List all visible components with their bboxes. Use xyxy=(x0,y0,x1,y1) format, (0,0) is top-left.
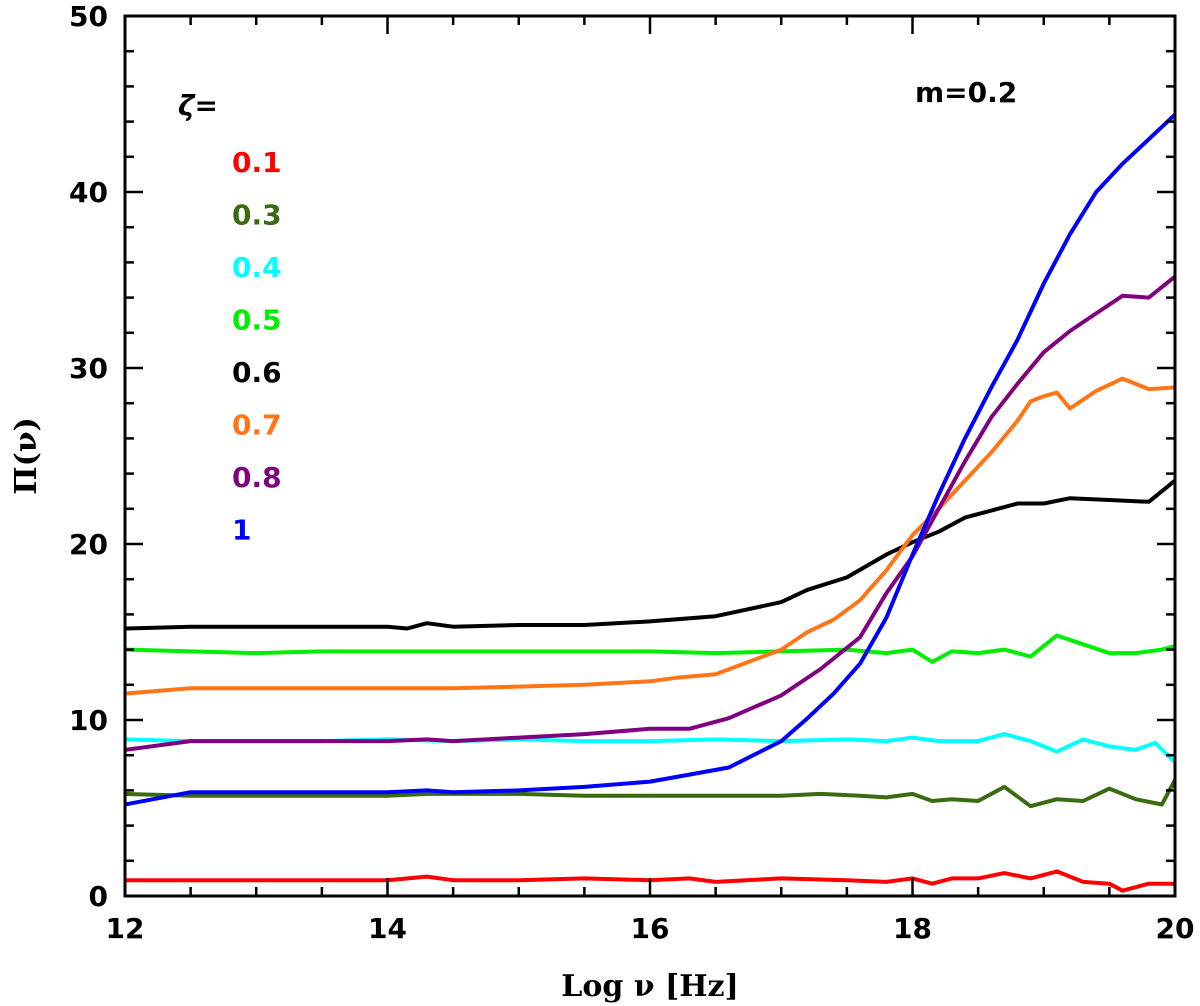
legend-entry-0-1: 0.1 xyxy=(232,146,282,179)
plot-frame xyxy=(123,14,1177,898)
legend: 0.1 0.3 0.4 0.5 0.6 0.7 0.8 1 xyxy=(232,146,282,547)
y-axis-title: Π(ν) xyxy=(9,417,44,495)
series-line-0-4 xyxy=(125,732,1175,764)
legend-title: ζ= xyxy=(178,89,218,122)
ticks-layer xyxy=(123,14,1177,898)
annotation-text: m=0.2 xyxy=(915,76,1017,109)
x-tick-label: 20 xyxy=(1156,912,1195,945)
y-tick-label: 20 xyxy=(69,528,108,561)
legend-entry-0-3: 0.3 xyxy=(232,199,282,232)
series-line-0-8 xyxy=(125,274,1175,752)
tick-labels-layer: 12 14 16 18 20 0 10 20 30 40 50 xyxy=(69,0,1194,945)
x-tick-label: 18 xyxy=(893,912,932,945)
legend-entry-0-6: 0.6 xyxy=(232,356,282,389)
series-layer xyxy=(125,113,1175,893)
x-tick-label: 12 xyxy=(106,912,145,945)
legend-entry-0-8: 0.8 xyxy=(232,461,282,494)
x-axis-title: Log ν [Hz] xyxy=(561,969,739,1004)
legend-entry-0-4: 0.4 xyxy=(232,251,282,284)
legend-entry-0-5: 0.5 xyxy=(232,304,282,337)
y-tick-label: 10 xyxy=(69,704,108,737)
y-tick-label: 30 xyxy=(69,352,108,385)
series-line-0-1 xyxy=(125,869,1175,893)
y-tick-label: 40 xyxy=(69,176,108,209)
y-tick-label: 50 xyxy=(69,0,108,33)
legend-entry-1: 1 xyxy=(232,514,251,547)
series-line-1 xyxy=(125,113,1175,807)
series-line-0-6 xyxy=(125,479,1175,631)
series-line-0-7 xyxy=(125,376,1175,696)
x-tick-label: 16 xyxy=(631,912,670,945)
series-line-0-5 xyxy=(125,633,1175,664)
legend-entry-0-7: 0.7 xyxy=(232,409,282,442)
y-tick-label: 0 xyxy=(89,880,108,913)
series-line-0-3 xyxy=(125,778,1175,809)
x-tick-label: 14 xyxy=(368,912,407,945)
